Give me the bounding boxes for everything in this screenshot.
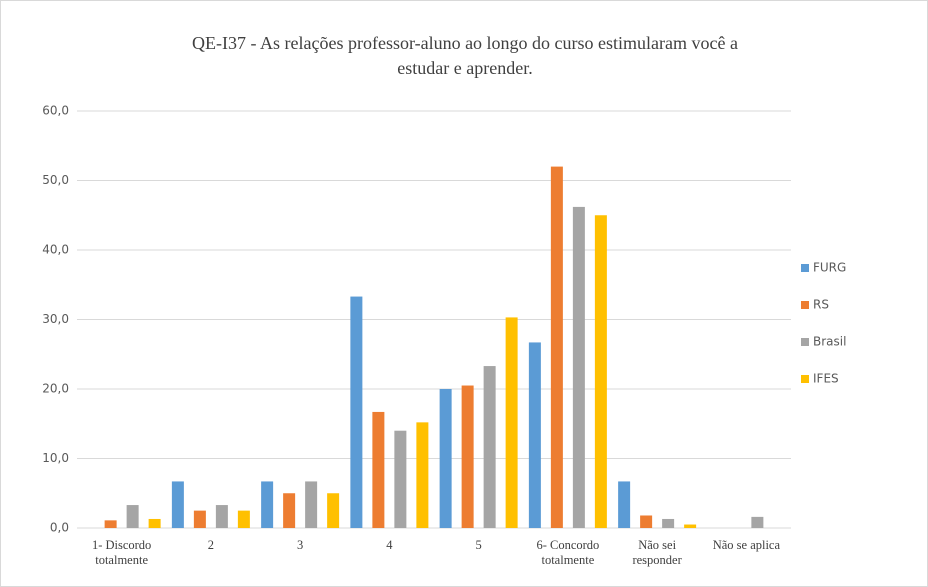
bar	[483, 366, 496, 528]
bar	[439, 389, 452, 528]
legend-swatch	[801, 301, 809, 309]
bar	[572, 206, 585, 528]
y-tick-label: 10,0	[42, 451, 69, 465]
x-tick-label: 2	[207, 538, 214, 552]
bar	[618, 481, 631, 528]
legend-label: RS	[813, 298, 829, 312]
bar	[148, 518, 161, 528]
bar	[237, 510, 250, 528]
y-tick-label: 0,0	[50, 521, 69, 535]
bar	[751, 516, 764, 528]
bar	[126, 505, 139, 528]
legend-label: FURG	[813, 261, 846, 275]
bar	[594, 215, 607, 528]
y-tick-label: 40,0	[42, 243, 69, 257]
legend-swatch	[801, 264, 809, 272]
bar	[283, 493, 296, 528]
y-tick-label: 50,0	[42, 173, 69, 187]
bar	[171, 481, 184, 528]
legend-swatch	[801, 375, 809, 383]
bar	[193, 510, 206, 528]
x-tick-label: 3	[297, 538, 304, 552]
legend-label: IFES	[813, 372, 839, 386]
legend-swatch	[801, 338, 809, 346]
y-tick-label: 30,0	[42, 312, 69, 326]
x-tick-label: 5	[475, 538, 482, 552]
bar	[394, 430, 407, 528]
bar	[550, 166, 563, 528]
bar	[528, 342, 541, 528]
bar	[350, 296, 363, 528]
bar	[505, 317, 518, 528]
y-tick-label: 20,0	[42, 382, 69, 396]
x-tick-label: 1- Discordo totalmente	[91, 538, 152, 567]
x-tick-label: 6- Concordo totalmente	[536, 538, 600, 567]
y-tick-label: 60,0	[42, 104, 69, 118]
bar	[662, 518, 675, 528]
bar	[215, 505, 228, 528]
bar	[461, 385, 474, 528]
legend-label: Brasil	[813, 335, 846, 349]
bar	[640, 515, 653, 528]
bar	[684, 524, 697, 528]
bar	[261, 481, 274, 528]
bar	[327, 493, 340, 528]
bar	[305, 481, 318, 528]
chart-title: QE-I37 - As relações professor-aluno ao …	[192, 33, 738, 78]
bar	[416, 422, 429, 528]
bar	[372, 411, 385, 528]
x-tick-label: 4	[386, 538, 393, 552]
bar	[104, 520, 117, 528]
x-tick-label: Não sei responder	[632, 538, 682, 567]
x-tick-label: Não se aplica	[712, 538, 781, 552]
